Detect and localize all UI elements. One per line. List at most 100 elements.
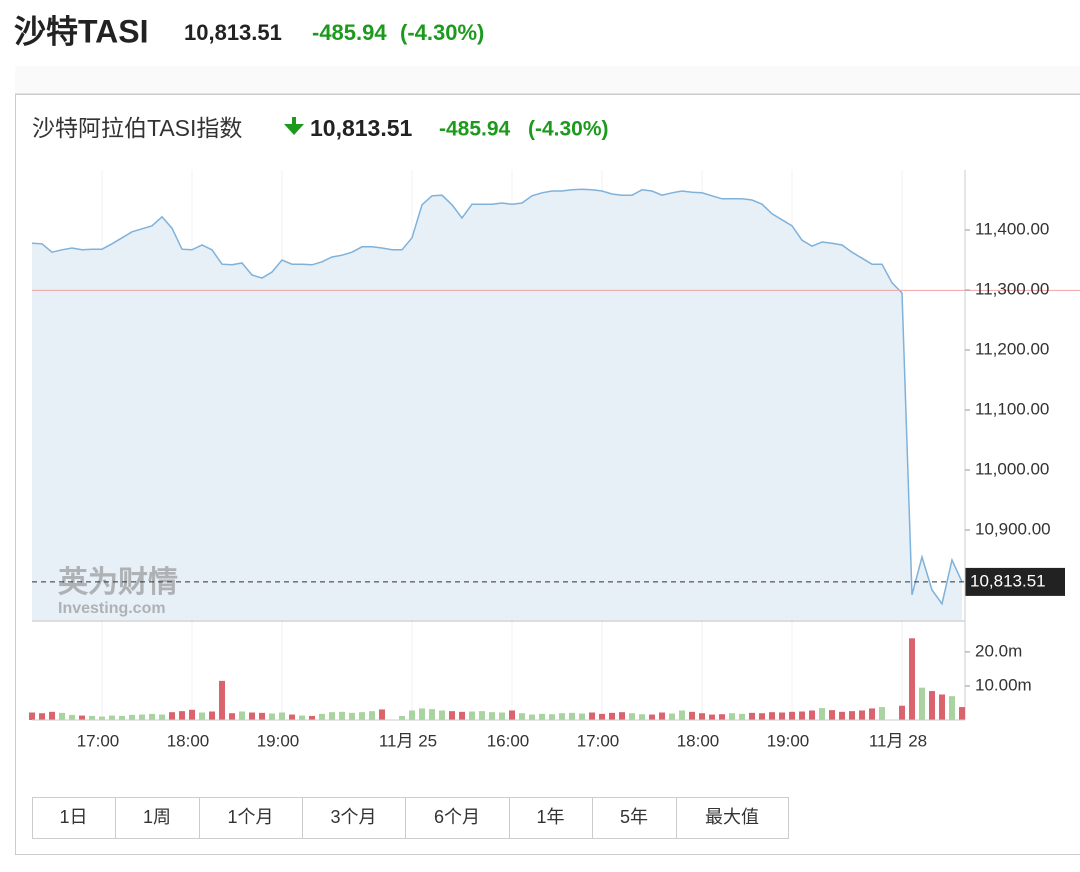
price-area (32, 189, 962, 620)
volume-bar (219, 681, 225, 720)
watermark: 英为财情 (58, 566, 178, 599)
volume-bar (849, 711, 855, 720)
volume-bar (689, 712, 695, 720)
volume-bar (939, 694, 945, 720)
volume-bar (719, 714, 725, 720)
x-tick-label: 11月 28 (869, 731, 927, 750)
volume-bar (589, 713, 595, 720)
volume-bar (839, 712, 845, 720)
volume-bar (789, 712, 795, 720)
volume-bar (779, 713, 785, 720)
volume-bar (289, 715, 295, 720)
volume-bar (399, 716, 405, 720)
chart-title: 沙特阿拉伯TASI指数 (32, 115, 242, 141)
volume-bar (369, 711, 375, 720)
volume-bar (379, 709, 385, 720)
volume-bar (419, 708, 425, 720)
volume-bar (879, 707, 885, 720)
volume-bar (919, 688, 925, 720)
range-button-label[interactable]: 3个月 (330, 807, 376, 827)
volume-bar (199, 713, 205, 720)
toolbar (15, 66, 1080, 94)
last-value-label: 10,813.51 (970, 571, 1046, 590)
volume-bar (539, 714, 545, 720)
range-button-label[interactable]: 1日 (59, 807, 87, 827)
volume-bar (469, 711, 475, 720)
volume-bar (529, 715, 535, 720)
volume-tick-label: 20.0m (975, 641, 1022, 660)
chart-change: -485.94 (439, 118, 511, 141)
chart-change-pct: (-4.30%) (528, 118, 609, 141)
y-tick-label: 10,900.00 (975, 519, 1051, 538)
volume-bar (189, 710, 195, 720)
volume-bar (869, 708, 875, 720)
volume-bar (569, 713, 575, 720)
volume-bar (229, 713, 235, 720)
volume-bar (609, 713, 615, 720)
volume-bar (449, 711, 455, 720)
volume-bar (769, 712, 775, 720)
volume-bar (799, 711, 805, 720)
volume-bar (249, 713, 255, 720)
x-tick-label: 19:00 (767, 731, 810, 750)
range-button-label[interactable]: 6个月 (434, 807, 480, 827)
volume-bar (209, 711, 215, 720)
x-tick-label: 18:00 (677, 731, 720, 750)
volume-bar (89, 716, 95, 720)
volume-bar (709, 715, 715, 720)
volume-bar (679, 710, 685, 720)
range-button-label[interactable]: 1周 (143, 807, 171, 827)
volume-bar (309, 716, 315, 720)
x-tick-label: 18:00 (167, 731, 210, 750)
price: 10,813.51 (184, 20, 282, 45)
volume-bar (169, 712, 175, 720)
volume-bar (959, 707, 965, 720)
volume-bar (699, 713, 705, 720)
volume-bar (519, 713, 525, 720)
volume-bar (749, 713, 755, 720)
volume-bar (499, 713, 505, 720)
volume-bar (929, 691, 935, 720)
volume-bar (179, 711, 185, 720)
volume-bar (829, 710, 835, 720)
volume-bar (79, 716, 85, 720)
x-tick-label: 17:00 (77, 731, 120, 750)
volume-bar (239, 711, 245, 720)
volume-bar (159, 715, 165, 720)
instrument-name: 沙特TASI (14, 13, 149, 49)
volume-bar (109, 716, 115, 720)
volume-tick-label: 10.00m (975, 675, 1032, 694)
volume-bar (649, 715, 655, 720)
range-button-label[interactable]: 最大值 (705, 807, 759, 827)
volume-bar (669, 714, 675, 720)
volume-bar (129, 715, 135, 720)
y-tick-label: 11,400.00 (975, 219, 1049, 238)
volume-bar (439, 710, 445, 720)
volume-bar (69, 715, 75, 720)
volume-bar (429, 709, 435, 720)
x-tick-label: 16:00 (487, 731, 530, 750)
volume-bar (909, 638, 915, 720)
volume-bar (259, 713, 265, 720)
volume-bar (329, 712, 335, 720)
y-tick-label: 11,000.00 (975, 459, 1049, 478)
volume-bar (809, 710, 815, 720)
volume-bar (359, 712, 365, 720)
volume-bar (119, 716, 125, 720)
volume-bar (99, 717, 105, 720)
watermark: Investing.com (58, 600, 166, 617)
range-button-label[interactable]: 5年 (620, 807, 648, 827)
volume-bar (29, 713, 35, 720)
volume-bar (859, 710, 865, 720)
volume-bar (639, 714, 645, 720)
volume-bar (49, 712, 55, 720)
volume-bar (299, 716, 305, 720)
volume-bar (339, 712, 345, 720)
volume-bar (509, 710, 515, 720)
range-button-label[interactable]: 1个月 (227, 807, 273, 827)
range-button-label[interactable]: 1年 (536, 807, 564, 827)
y-tick-label: 11,100.00 (975, 399, 1049, 418)
volume-bar (479, 711, 485, 720)
